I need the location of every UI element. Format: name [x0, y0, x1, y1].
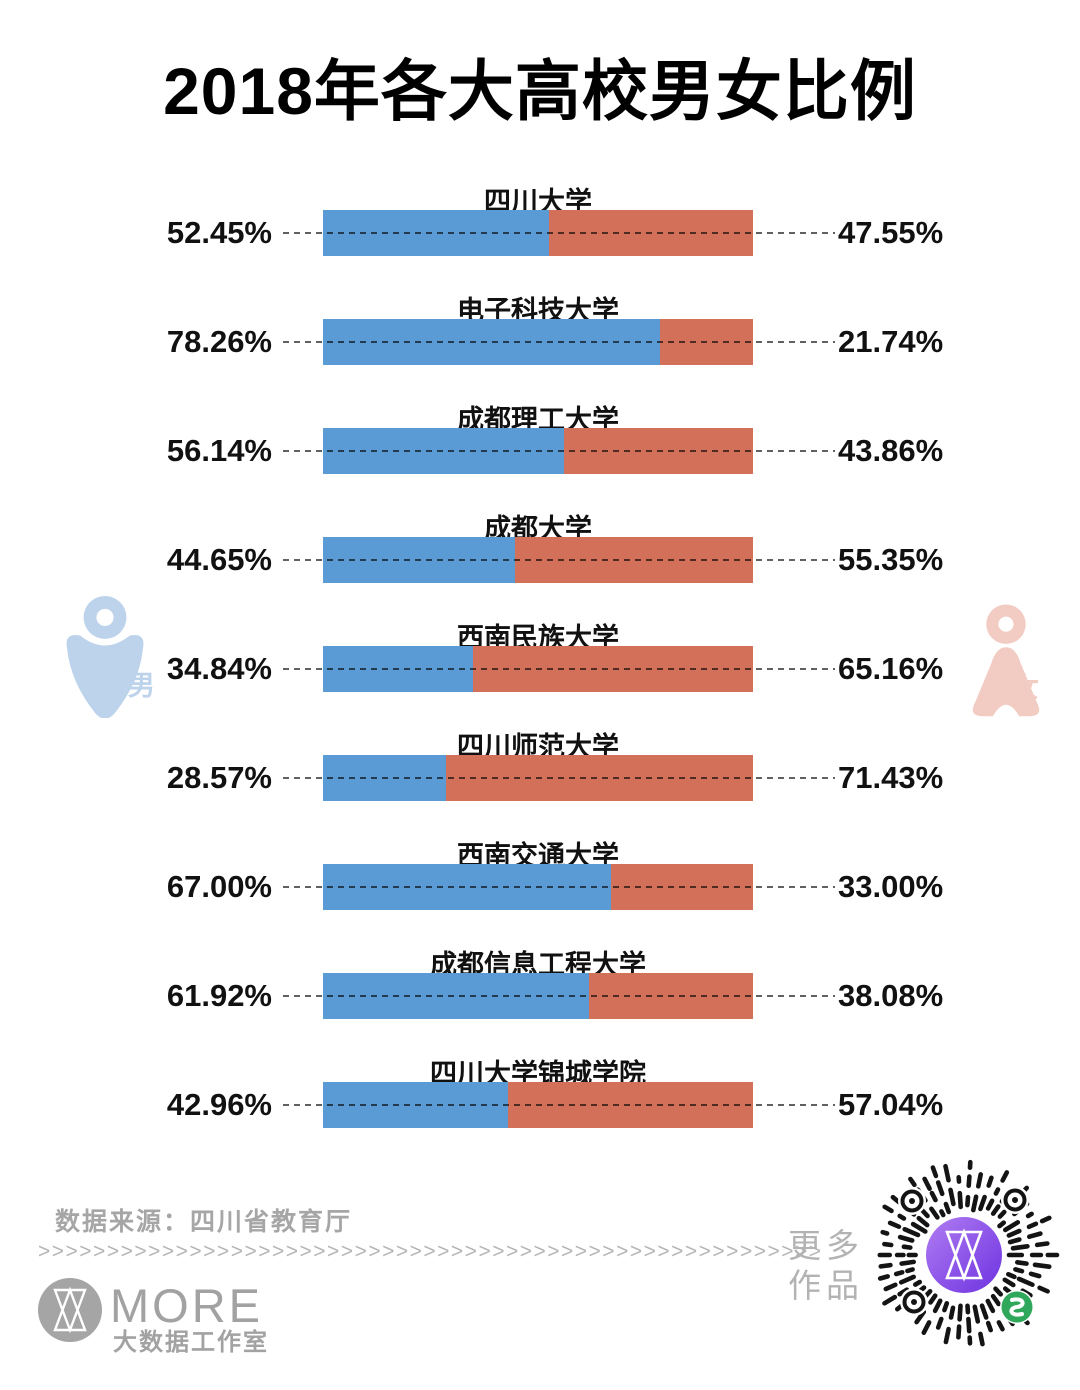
chart-row: 成都信息工程大学 61.92% 38.08%: [0, 941, 1080, 1050]
female-percent-label: 21.74%: [838, 324, 944, 359]
qr-center-monogram: [945, 1228, 983, 1282]
chart-row: 四川大学锦城学院 42.96% 57.04%: [0, 1050, 1080, 1159]
qr-center-circle: [926, 1217, 1002, 1293]
male-percent-label: 34.84%: [166, 651, 272, 686]
chart-row: 西南交通大学 67.00% 33.00%: [0, 832, 1080, 941]
chart-row: 成都大学 44.65% 55.35%: [0, 505, 1080, 614]
female-person-icon: [972, 604, 1040, 717]
chart-row: 电子科技大学 78.26% 21.74%: [0, 287, 1080, 396]
female-percent-label: 43.86%: [838, 433, 944, 468]
chart-row: 四川大学 52.45% 47.55%: [0, 178, 1080, 287]
qr-eye-top-left: [898, 1187, 926, 1215]
male-percent-label: 42.96%: [166, 1087, 272, 1122]
dashed-leader-line: [283, 668, 835, 670]
female-percent-label: 47.55%: [838, 215, 944, 250]
wechat-badge-icon: [1000, 1290, 1034, 1324]
chart-row: 成都理工大学 56.14% 43.86%: [0, 396, 1080, 505]
more-logo-icon: [38, 1278, 102, 1342]
qr-eye-bottom-left: [900, 1288, 928, 1316]
male-legend-label: 男: [128, 671, 155, 701]
dashed-leader-line: [283, 559, 835, 561]
dashed-leader-line: [283, 995, 835, 997]
female-percent-label: 65.16%: [838, 651, 944, 686]
more-works-line2: 作品: [788, 1266, 864, 1304]
dashed-leader-line: [283, 450, 835, 452]
male-person-icon: [66, 596, 144, 718]
arrow-divider: >>>>>>>>>>>>>>>>>>>>>>>>>>>>>>>>>>>>>>>>…: [38, 1240, 823, 1263]
more-works-line1: 更多: [788, 1227, 864, 1264]
chart-row: 四川师范大学 28.57% 71.43%: [0, 723, 1080, 832]
male-percent-label: 61.92%: [166, 978, 272, 1013]
male-percent-label: 67.00%: [166, 869, 272, 904]
more-works-text: 更多 作品: [788, 1226, 864, 1305]
more-studio-logo: MORE 大数据工作室: [38, 1278, 458, 1356]
dashed-leader-line: [283, 777, 835, 779]
male-percent-label: 56.14%: [166, 433, 272, 468]
dashed-leader-line: [283, 232, 835, 234]
page-title: 2018年各大高校男女比例: [163, 54, 917, 128]
chart-rows: 四川大学 52.45% 47.55% 电子科技大学 78.26% 21.74% …: [0, 178, 1080, 1159]
data-source-text: 数据来源：四川省教育厅: [55, 1209, 353, 1236]
female-legend-label: 女: [1012, 673, 1039, 703]
female-percent-label: 33.00%: [838, 869, 944, 904]
female-percent-label: 71.43%: [838, 760, 944, 795]
qr-eye-top-right: [1001, 1186, 1029, 1214]
female-percent-label: 38.08%: [838, 978, 944, 1013]
dashed-leader-line: [283, 1104, 835, 1106]
miniprogram-qr-code: [877, 1159, 1060, 1347]
male-percent-label: 44.65%: [166, 542, 272, 577]
female-percent-label: 55.35%: [838, 542, 944, 577]
more-logo-subtext: 大数据工作室: [113, 1329, 269, 1356]
male-percent-label: 52.45%: [166, 215, 272, 250]
male-percent-label: 78.26%: [166, 324, 272, 359]
dashed-leader-line: [283, 341, 835, 343]
female-percent-label: 57.04%: [838, 1087, 944, 1122]
dashed-leader-line: [283, 886, 835, 888]
chart-row: 西南民族大学 34.84% 65.16%: [0, 614, 1080, 723]
more-logo-text: MORE: [110, 1279, 263, 1332]
male-percent-label: 28.57%: [166, 760, 272, 795]
